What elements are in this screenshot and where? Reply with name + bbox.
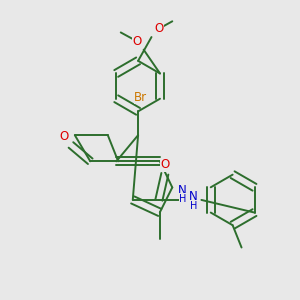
Text: Br: Br bbox=[134, 91, 147, 104]
Text: H: H bbox=[190, 201, 197, 211]
Text: N: N bbox=[178, 184, 187, 197]
Text: H: H bbox=[179, 194, 186, 204]
Text: O: O bbox=[60, 130, 69, 143]
Text: O: O bbox=[133, 35, 142, 48]
Text: O: O bbox=[154, 22, 164, 35]
Text: N: N bbox=[189, 190, 198, 203]
Text: O: O bbox=[160, 158, 170, 171]
